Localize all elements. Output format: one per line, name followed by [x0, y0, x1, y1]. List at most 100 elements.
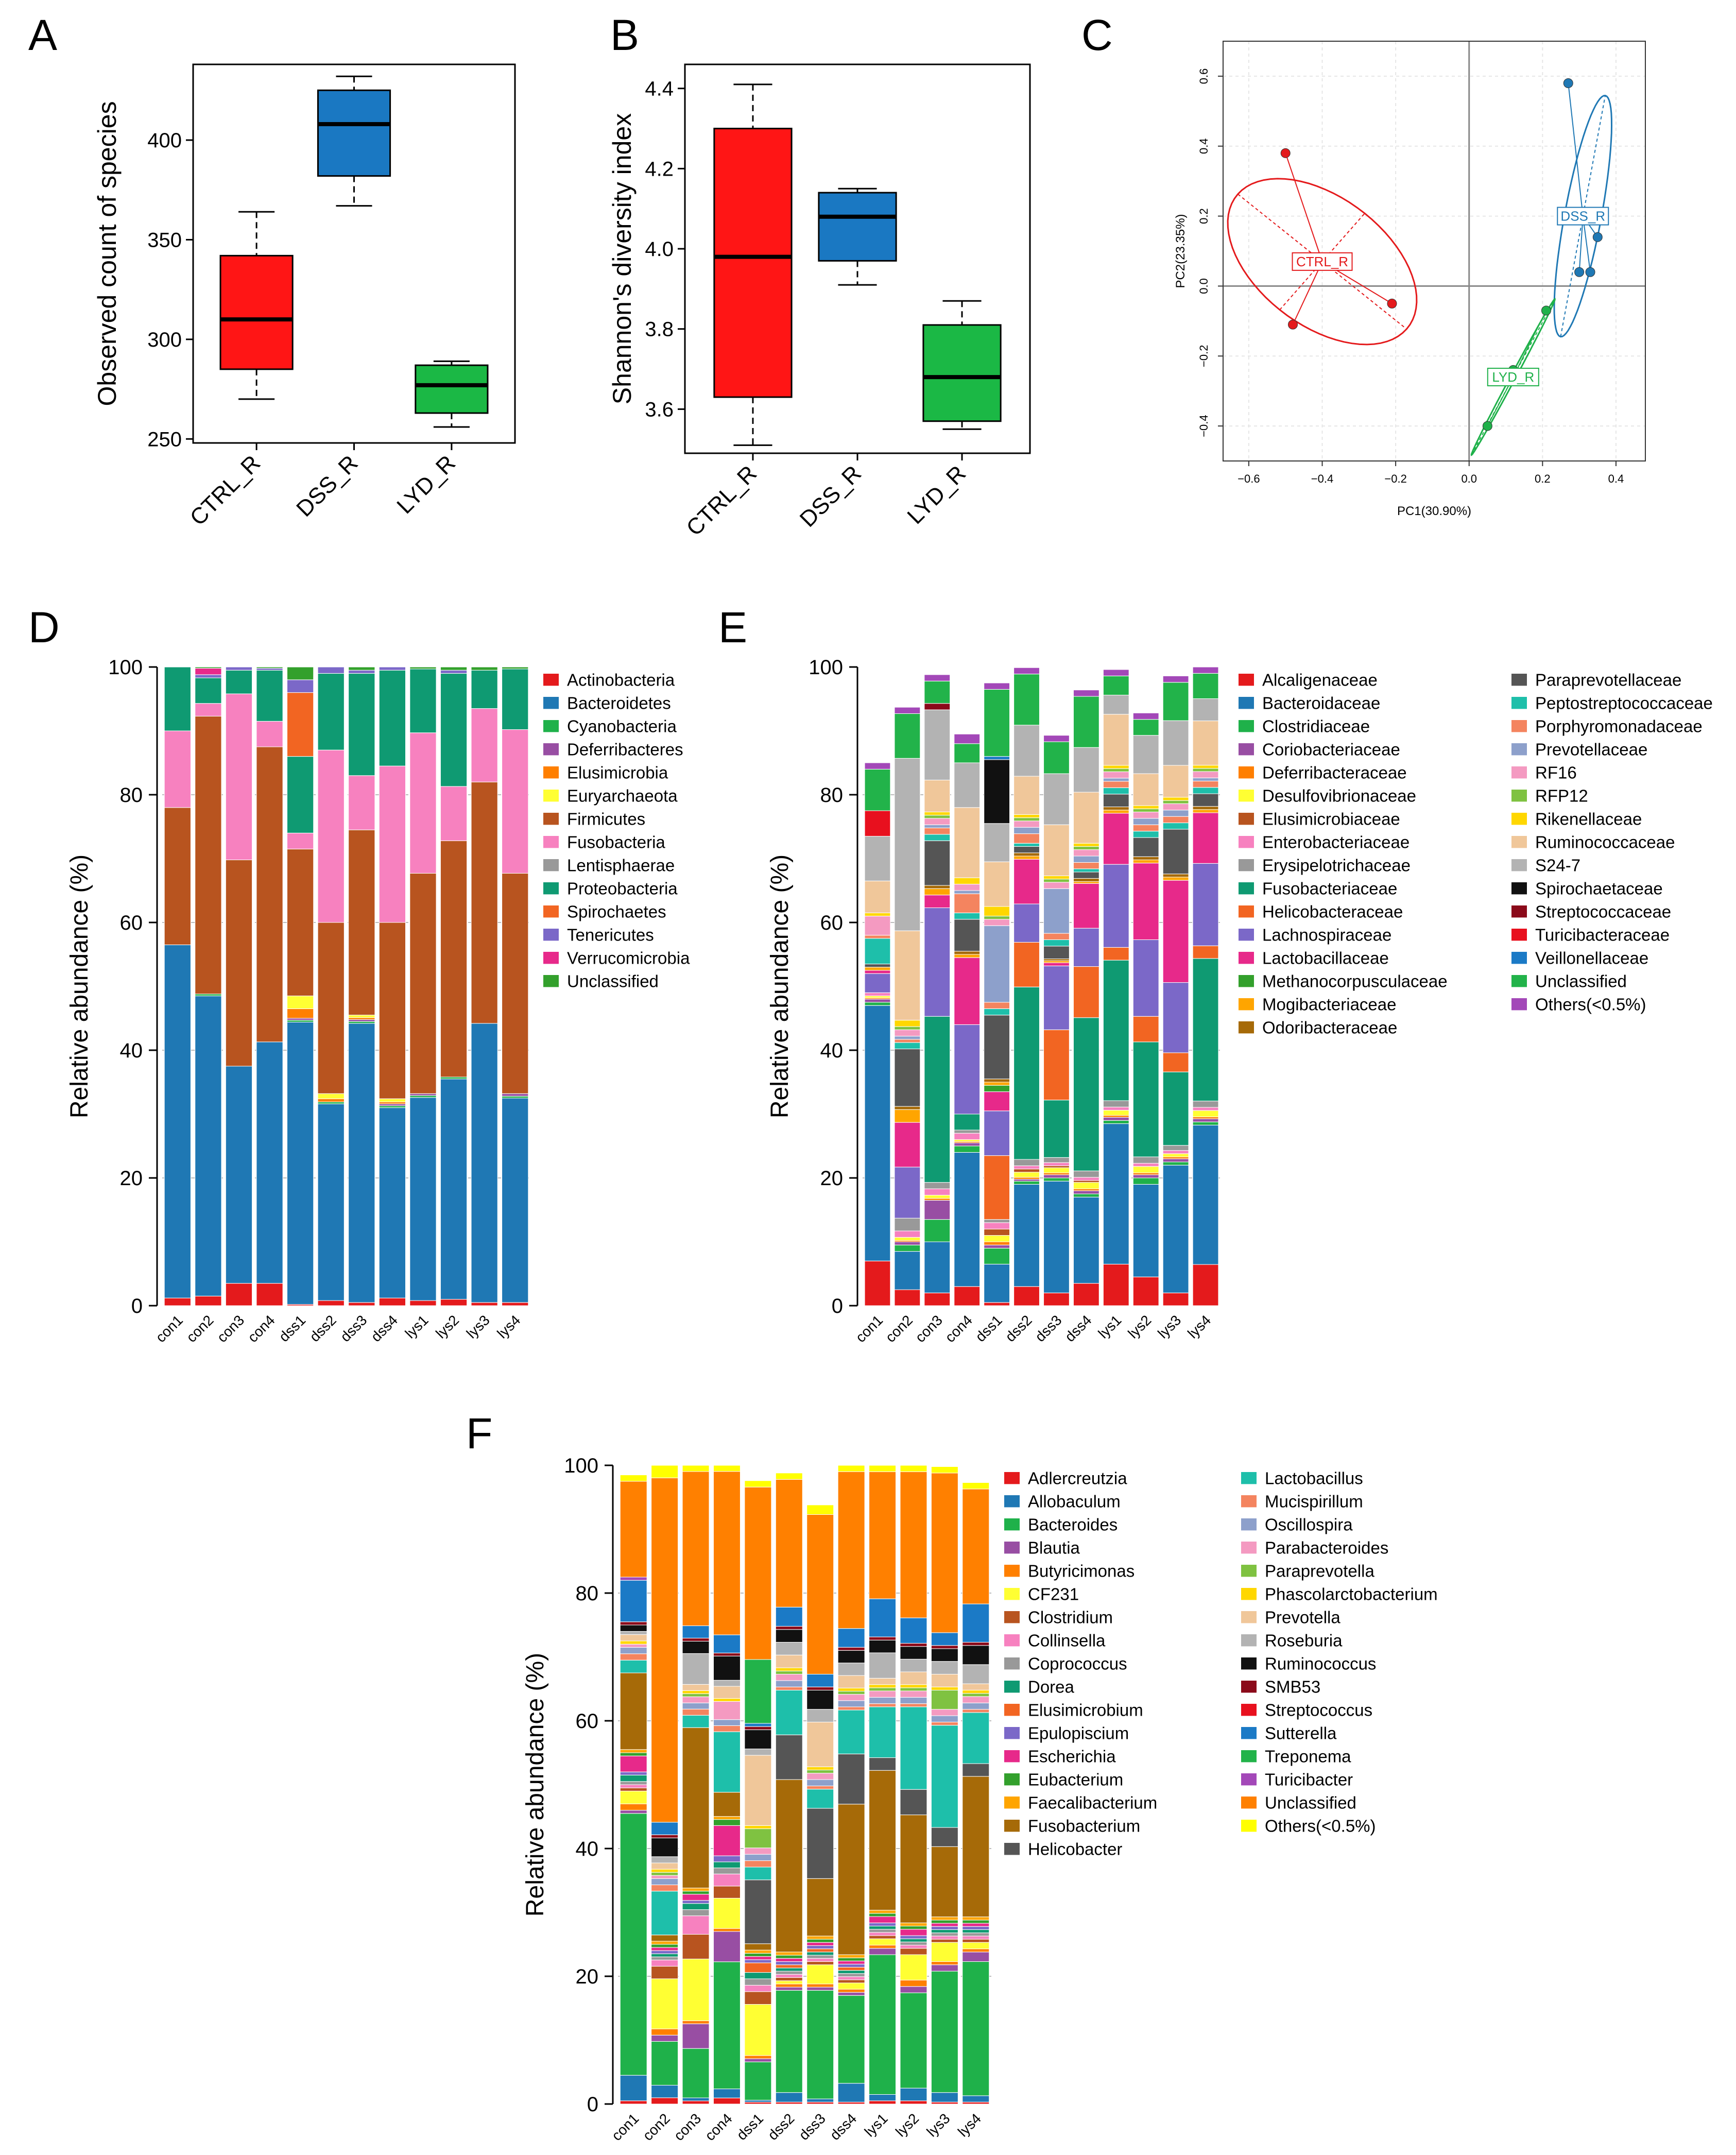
bar-segment-porphyromonadaceae — [1162, 816, 1189, 824]
bar-segment-prevotellaceae — [1192, 777, 1219, 781]
bar-segment-tenericutes — [348, 670, 375, 674]
bar-segment-butyricimonas — [620, 1803, 647, 1811]
bar-segment-paraprevotella — [931, 1689, 958, 1710]
bar-segment-bacteroides — [962, 1961, 990, 2096]
y-axis-title: Relative abundance (%) — [766, 854, 794, 1118]
x-tick-label: con3 — [912, 1312, 946, 1345]
x-tick-label: −0.4 — [1311, 472, 1333, 485]
bar-segment-bacteroides — [651, 2041, 679, 2086]
bar-segment-phascolarctobacterium — [900, 1684, 927, 1688]
bar-segment-eubacterium — [806, 1939, 834, 1943]
bar-segment-spirochaetaceae — [984, 759, 1010, 824]
bar-segment-erysipelotrichaceae — [894, 1218, 921, 1232]
legend-swatch — [1004, 1657, 1020, 1670]
bar-segment-mogibacteriaceae — [1192, 809, 1219, 813]
bar-segment-blautia — [713, 1931, 741, 1962]
bar-segment-alcaligenaceae — [954, 1286, 981, 1306]
x-tick-label: dss4 — [368, 1312, 401, 1345]
bar-segment-allobaculum — [962, 2095, 990, 2102]
bar-segment-rfp12 — [1192, 768, 1219, 772]
bar-segment-bacteroidetes — [348, 1023, 375, 1303]
bar-segment-bacteroidetes — [164, 944, 191, 1298]
x-tick-label: con1 — [852, 1312, 886, 1345]
bar-segment-lachnospiraceae — [894, 1167, 921, 1219]
bar-segment-clostridiaceae — [1162, 1161, 1189, 1166]
bar-segment-rf16 — [1162, 803, 1189, 811]
bar-segment-rf16 — [864, 916, 891, 936]
bar-segment-actinobacteria — [348, 1302, 375, 1306]
bar-segment-smb53 — [620, 1621, 647, 1626]
legend-swatch — [1241, 1704, 1257, 1716]
bar-segment-prevotella — [713, 1686, 741, 1699]
bar-segment-smb53 — [651, 1834, 679, 1838]
bar-segment-ruminococcus — [931, 1648, 958, 1662]
bar-segment-bacteroidetes — [409, 1097, 437, 1301]
legend-label: Eubacterium — [1028, 1770, 1123, 1789]
legend-swatch — [543, 975, 559, 987]
bar-segment-epulopiscium — [713, 1855, 741, 1862]
legend-label: Collinsella — [1028, 1631, 1106, 1650]
legend-label: Verrucomicrobia — [567, 948, 690, 967]
panel-label-b: B — [610, 11, 640, 59]
group-label-box — [1557, 207, 1609, 226]
legend-swatch — [1241, 1634, 1257, 1647]
bar-segment-unclassified — [962, 1489, 990, 1604]
bar-segment-alcaligenaceae — [1013, 1286, 1040, 1306]
bar-segment-coriobacteriaceae — [1073, 1190, 1099, 1194]
bar-segment-others-0-5- — [620, 1475, 647, 1482]
data-point — [1563, 78, 1573, 88]
bar-segment-firmicutes — [195, 715, 222, 995]
bar-segment-helicobacter — [869, 1757, 897, 1771]
bar-segment-bacteroides — [869, 1954, 897, 2095]
bar-segment-prevotellaceae — [1013, 827, 1040, 834]
box-ctrl-r — [219, 254, 294, 370]
bar-segment-parabacteroides — [682, 1696, 710, 1703]
bar-segment-enterobacteriaceae — [1043, 1162, 1070, 1166]
legend-swatch — [1241, 1472, 1257, 1484]
legend-swatch — [543, 743, 559, 756]
bar-segment-clostridiaceae — [1103, 1120, 1129, 1124]
bar-segment-bacteroidaceae — [1162, 1165, 1189, 1293]
bar-segment-deferribacteraceae — [1103, 1115, 1129, 1118]
bar-segment-mogibacteriaceae — [1132, 859, 1159, 864]
bar-segment-bacteroidaceae — [924, 1241, 951, 1293]
bar-segment-mogibacteriaceae — [1162, 877, 1189, 881]
legend-label: Mucispirillum — [1265, 1492, 1363, 1511]
bar-segment-butyricimonas — [775, 1983, 803, 1988]
legend-swatch — [543, 882, 559, 895]
legend-label: RFP12 — [1535, 786, 1588, 805]
x-tick-label: dss3 — [1032, 1312, 1065, 1345]
bar-segment-desulfovibrionaceae — [1043, 1167, 1070, 1173]
bar-segment-coprococcus — [900, 1941, 927, 1946]
bar-segment-actinobacteria — [379, 1297, 406, 1306]
bar-segment-eubacterium — [775, 1955, 803, 1959]
legend-label: Bacteroides — [1028, 1515, 1118, 1534]
bar-segment-lactobacillus — [744, 1867, 772, 1880]
bar-segment-prevotella — [962, 1683, 990, 1690]
bar-segment-collinsella — [869, 1932, 897, 1936]
bar-segment-rikenellaceae — [1192, 765, 1219, 769]
bar-segment-others-0-5- — [924, 674, 951, 681]
bar-segment-paraprevotellaceae — [894, 1049, 921, 1107]
bar-segment-bacteroides — [620, 1813, 647, 2076]
bar-segment-elusimicrobiaceae — [1013, 1169, 1040, 1173]
legend-swatch — [1511, 720, 1527, 732]
bar-segment-escherichia — [900, 1929, 927, 1936]
bar-segment-odoribacteraceae — [1132, 856, 1159, 860]
bar-segment-lactobacillus — [775, 1689, 803, 1735]
bar-segment-elusimicrobiaceae — [1073, 1180, 1099, 1183]
legend-label: Tenericutes — [567, 925, 654, 944]
bar-segment-euryarchaeota — [348, 1015, 375, 1018]
bar-segment-collinsella — [713, 1873, 741, 1887]
bar-segment-escherichia — [869, 1916, 897, 1923]
bar-segment-tenericutes — [287, 679, 314, 693]
bar-segment-peptostreptococcaceae — [984, 1008, 1010, 1016]
bar-segment-porphyromonadaceae — [894, 1039, 921, 1043]
x-tick-label: lys2 — [892, 2110, 922, 2140]
bar-segment-coprococcus — [837, 1973, 865, 1977]
bar-segment-oscillospira — [837, 1700, 865, 1707]
bar-segment-faecalibacterium — [651, 1941, 679, 1945]
bar-segment-butyricimonas — [869, 1945, 897, 1949]
bar-segment-rf16 — [1103, 771, 1129, 779]
